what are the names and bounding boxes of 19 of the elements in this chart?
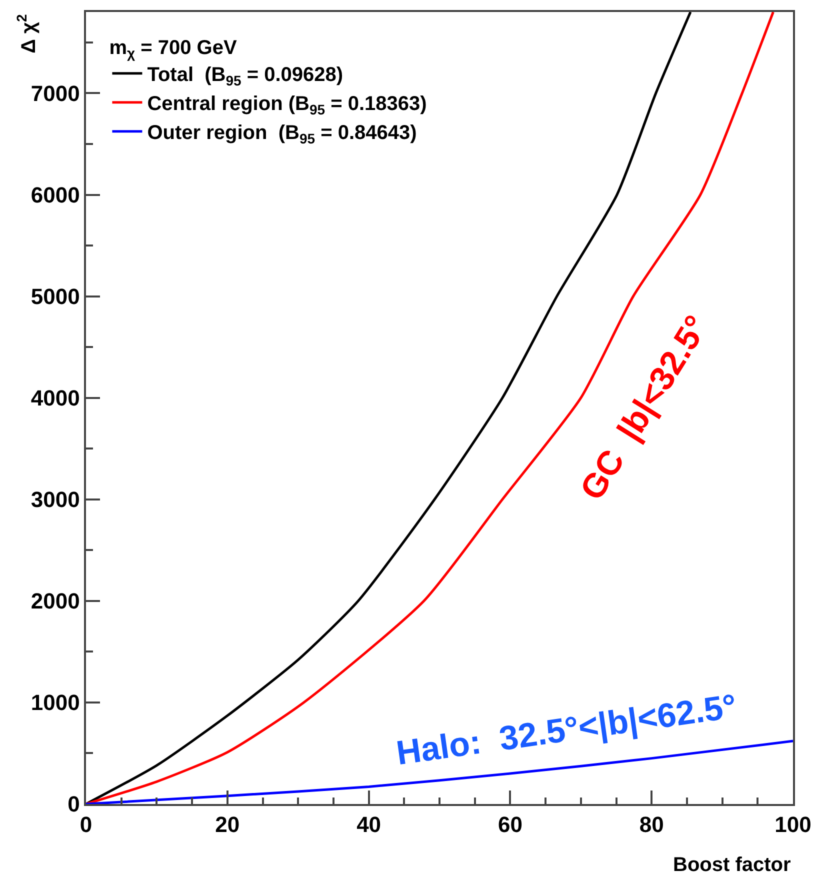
annotation: Halo: 32.5°<|b|<62.5° (394, 687, 739, 773)
x-tick-label: 80 (639, 812, 664, 838)
y-tick-label: 6000 (30, 182, 80, 208)
legend-label: Outer region (B$_{95}$ = 0.84643) (147, 122, 417, 146)
x-axis-title: Boost factor (673, 854, 791, 876)
x-tick-label: 40 (356, 812, 382, 838)
y-tick-label: 7000 (30, 80, 80, 106)
y-tick-label: 1000 (30, 690, 80, 716)
y-tick-label: 3000 (30, 487, 80, 512)
x-tick-label: 20 (215, 812, 240, 838)
y-tick-label: 5000 (30, 284, 80, 310)
legend-label: Central region (B$_{95}$ = 0.18363) (147, 93, 427, 118)
x-tick-label: 100 (774, 812, 812, 838)
y-tick-label: 4000 (30, 386, 80, 411)
legend-title: m$_{χ}$ = 700 GeV (109, 36, 238, 62)
y-tick-label: 2000 (30, 588, 80, 614)
x-tick-label: 60 (498, 812, 522, 838)
y-tick-label: 0 (68, 792, 80, 817)
legend-label: Total (B$_{95}$ = 0.09628) (147, 64, 344, 88)
